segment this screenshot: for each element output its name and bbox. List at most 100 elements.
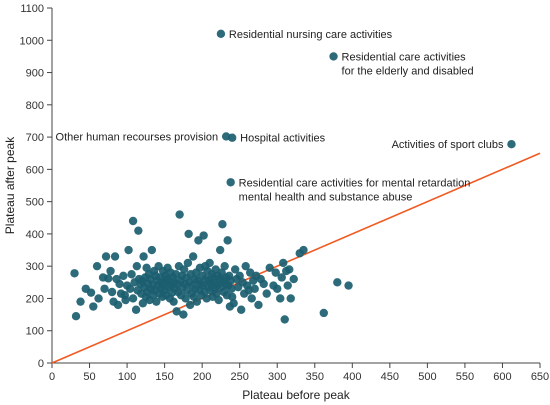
data-point[interactable] — [147, 245, 157, 255]
data-point[interactable] — [128, 216, 138, 226]
data-point[interactable] — [216, 29, 226, 39]
data-point[interactable] — [227, 284, 236, 293]
x-tick-label: 400 — [343, 371, 361, 383]
data-point[interactable] — [169, 297, 178, 306]
data-point[interactable] — [271, 268, 280, 277]
data-point[interactable] — [507, 139, 516, 149]
data-point[interactable] — [227, 292, 237, 302]
data-point[interactable] — [205, 258, 214, 268]
data-point[interactable] — [125, 284, 135, 293]
data-point[interactable] — [106, 266, 115, 276]
data-point[interactable] — [333, 278, 342, 287]
data-point[interactable] — [94, 294, 103, 303]
data-point[interactable] — [70, 269, 79, 278]
data-point[interactable] — [121, 295, 130, 305]
data-point[interactable] — [185, 300, 195, 310]
data-point[interactable] — [127, 270, 136, 279]
data-point[interactable] — [254, 300, 263, 310]
data-point[interactable] — [319, 308, 328, 318]
data-point[interactable] — [214, 295, 223, 305]
data-point[interactable] — [179, 265, 189, 274]
data-points — [70, 29, 516, 324]
data-point[interactable] — [76, 297, 85, 306]
data-point[interactable] — [283, 281, 292, 290]
data-point[interactable] — [128, 294, 138, 303]
data-point[interactable] — [259, 279, 268, 289]
data-point[interactable] — [286, 294, 295, 303]
data-point[interactable] — [184, 229, 193, 239]
data-point[interactable] — [230, 265, 240, 274]
annotation-label: mental health and substance abuse — [239, 191, 413, 203]
axes: 0 50 100 150 200 250 300 350 400 450 500 550 600 650 … — [20, 3, 550, 383]
data-point[interactable] — [89, 302, 98, 311]
data-point[interactable] — [227, 133, 237, 142]
data-point[interactable] — [124, 245, 133, 255]
data-point[interactable] — [236, 305, 246, 314]
data-point[interactable] — [250, 284, 259, 293]
data-point[interactable] — [280, 315, 289, 324]
data-point[interactable] — [329, 52, 338, 61]
y-tick-label: 0 — [38, 358, 44, 370]
data-point[interactable] — [134, 226, 143, 235]
data-point[interactable] — [142, 263, 151, 272]
y-tick-label: 600 — [26, 164, 44, 176]
data-point[interactable] — [277, 273, 286, 282]
data-point[interactable] — [299, 245, 308, 255]
data-point[interactable] — [273, 284, 282, 293]
data-point[interactable] — [212, 289, 221, 298]
data-point[interactable] — [172, 307, 181, 316]
annotation-label: Residential nursing care activities — [229, 29, 393, 41]
data-point[interactable] — [285, 265, 294, 274]
y-tick-label: 200 — [26, 293, 44, 305]
x-axis-ticks: 0 50 100 150 200 250 300 350 400 450 500 550 600 650 — [49, 363, 549, 383]
y-tick-label: 1000 — [20, 35, 44, 47]
x-tick-label: 450 — [381, 371, 399, 383]
y-tick-label: 700 — [26, 132, 44, 144]
y-tick-label: 1100 — [20, 3, 44, 15]
data-point[interactable] — [289, 274, 298, 284]
data-point[interactable] — [183, 258, 193, 268]
data-point[interactable] — [92, 261, 102, 271]
data-point[interactable] — [276, 294, 285, 303]
data-point[interactable] — [132, 261, 142, 271]
data-point[interactable] — [229, 299, 238, 308]
data-point[interactable] — [192, 297, 202, 306]
data-point[interactable] — [138, 299, 148, 308]
data-point[interactable] — [218, 220, 227, 229]
data-point[interactable] — [71, 312, 81, 321]
data-point[interactable] — [152, 297, 161, 306]
data-point[interactable] — [100, 284, 109, 293]
data-point[interactable] — [265, 263, 274, 272]
data-point[interactable] — [86, 288, 96, 297]
x-axis-title: Plateau before peak — [242, 388, 350, 402]
data-point[interactable] — [223, 236, 232, 245]
data-point[interactable] — [220, 261, 229, 271]
data-point[interactable] — [104, 274, 113, 283]
data-point[interactable] — [215, 245, 225, 255]
y-tick-label: 900 — [26, 68, 44, 80]
data-point[interactable] — [113, 300, 123, 310]
data-point[interactable] — [199, 231, 208, 240]
data-point[interactable] — [179, 310, 188, 319]
data-point[interactable] — [101, 252, 111, 261]
data-point[interactable] — [115, 279, 124, 289]
data-point[interactable] — [107, 287, 117, 297]
data-point[interactable] — [110, 252, 120, 261]
data-point[interactable] — [139, 252, 148, 261]
data-point[interactable] — [279, 258, 288, 268]
x-tick-label: 300 — [268, 371, 286, 383]
y-tick-label: 500 — [26, 197, 44, 209]
data-point[interactable] — [241, 261, 250, 271]
data-point[interactable] — [262, 289, 271, 298]
data-point[interactable] — [235, 271, 244, 281]
data-point[interactable] — [188, 252, 198, 261]
x-tick-label: 150 — [155, 371, 173, 383]
data-point[interactable] — [119, 271, 128, 281]
data-point[interactable] — [181, 294, 190, 303]
data-point[interactable] — [131, 305, 141, 314]
data-point[interactable] — [226, 178, 235, 187]
data-point[interactable] — [247, 294, 256, 303]
data-point[interactable] — [175, 210, 184, 219]
data-point[interactable] — [344, 281, 353, 290]
